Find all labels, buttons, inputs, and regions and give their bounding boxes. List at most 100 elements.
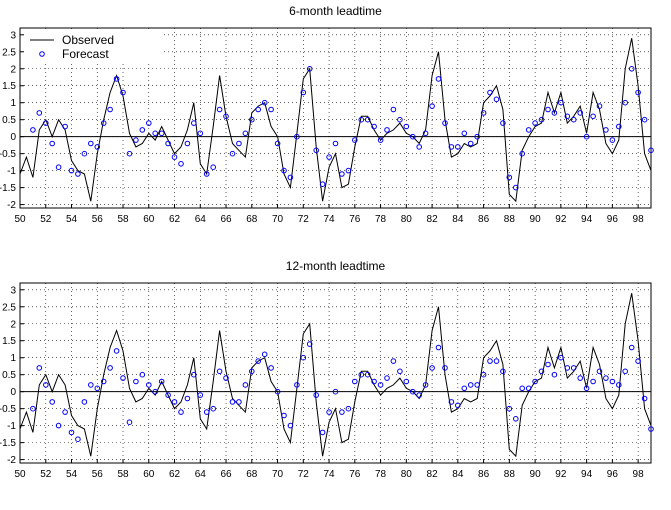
x-tick-label: 58: [117, 214, 129, 225]
forecast-point: [596, 368, 603, 375]
forecast-point: [49, 399, 56, 405]
plot-area: [19, 282, 652, 464]
forecast-point: [306, 341, 313, 347]
forecast-point: [300, 89, 307, 96]
x-tick-label: 86: [478, 214, 490, 225]
x-tick-label: 96: [607, 214, 619, 225]
forecast-point: [326, 154, 332, 160]
forecast-point: [313, 147, 320, 154]
forecast-point: [287, 174, 294, 181]
forecast-point: [55, 164, 62, 170]
x-tick-label: 66: [220, 469, 232, 480]
x-tick-label: 82: [427, 214, 439, 225]
forecast-point: [364, 116, 371, 123]
x-tick-label: 86: [478, 469, 490, 480]
x-tick-label: 68: [246, 469, 258, 480]
forecast-point: [538, 116, 545, 123]
forecast-point: [229, 399, 236, 405]
forecast-point: [281, 412, 287, 419]
forecast-point: [223, 113, 229, 120]
y-tick-label: 2.5: [2, 302, 16, 313]
forecast-point: [371, 378, 377, 385]
forecast-point: [532, 378, 538, 385]
forecast-point: [641, 395, 648, 402]
forecast-point: [603, 375, 609, 381]
forecast-point: [210, 164, 216, 170]
forecast-point: [564, 113, 571, 120]
y-tick-label: 2: [10, 319, 16, 330]
forecast-point: [635, 358, 641, 364]
forecast-point: [487, 89, 493, 96]
forecast-point: [628, 344, 635, 351]
forecast-point: [249, 368, 255, 375]
forecast-point: [583, 385, 590, 392]
forecast-point: [493, 96, 500, 103]
x-tick-label: 54: [66, 214, 78, 225]
x-tick-label: 64: [195, 469, 207, 480]
forecast-point: [274, 388, 281, 395]
y-tick-label: -0.5: [0, 404, 16, 415]
x-tick-label: 56: [92, 214, 104, 225]
forecast-point: [100, 378, 107, 385]
forecast-point: [242, 382, 249, 388]
forecast-point: [126, 150, 133, 157]
forecast-point: [339, 409, 345, 415]
chart-title: 6-month leadtime: [289, 4, 382, 18]
forecast-point: [358, 371, 365, 378]
x-tick-label: 64: [195, 214, 207, 225]
forecast-point: [62, 409, 68, 415]
forecast-point: [326, 409, 332, 415]
forecast-point: [487, 358, 493, 364]
forecast-point: [236, 399, 242, 405]
x-tick-label: 94: [581, 469, 593, 480]
x-tick-label: 72: [298, 469, 310, 480]
y-tick-label: 1.5: [2, 336, 16, 347]
forecast-point: [519, 385, 526, 392]
y-tick-label: 1: [10, 98, 16, 109]
forecast-point: [371, 123, 377, 130]
forecast-point: [152, 388, 158, 395]
forecast-point: [525, 385, 532, 392]
forecast-point: [75, 171, 81, 177]
y-tick-label: -1: [7, 421, 16, 432]
y-tick-label: 0: [10, 132, 16, 143]
y-tick-label: 2.5: [2, 47, 16, 58]
forecast-point: [570, 365, 577, 371]
x-tick-label: 70: [272, 469, 284, 480]
forecast-point: [261, 99, 268, 106]
forecast-point: [68, 429, 75, 436]
forecast-point: [203, 409, 210, 415]
forecast-point: [197, 130, 204, 137]
forecast-point: [113, 76, 120, 82]
forecast-point: [377, 137, 384, 143]
forecast-point: [410, 388, 416, 395]
x-tick-label: 74: [323, 214, 335, 225]
forecast-point: [332, 388, 339, 395]
forecast-point: [648, 426, 654, 432]
forecast-point: [171, 399, 178, 405]
x-tick-label: 80: [401, 214, 413, 225]
forecast-point: [36, 110, 43, 116]
forecast-point: [88, 382, 94, 388]
forecast-point: [139, 371, 146, 378]
forecast-point: [55, 422, 62, 429]
x-tick-label: 96: [607, 469, 619, 480]
forecast-point: [319, 181, 326, 187]
x-tick-label: 98: [633, 469, 645, 480]
forecast-point: [416, 144, 423, 150]
forecast-point: [422, 382, 429, 388]
y-tick-label: -1.5: [0, 438, 16, 449]
forecast-point: [242, 130, 249, 137]
forecast-point: [545, 106, 551, 113]
series-line-observed: [19, 293, 652, 458]
forecast-point: [255, 106, 262, 113]
x-tick-label: 62: [169, 214, 181, 225]
forecast-point: [622, 99, 629, 106]
x-tick-label: 80: [401, 469, 413, 480]
forecast-point: [513, 416, 519, 422]
forecast-point: [165, 392, 171, 398]
forecast-point: [506, 174, 513, 181]
forecast-point: [294, 382, 300, 388]
forecast-point: [158, 378, 165, 385]
